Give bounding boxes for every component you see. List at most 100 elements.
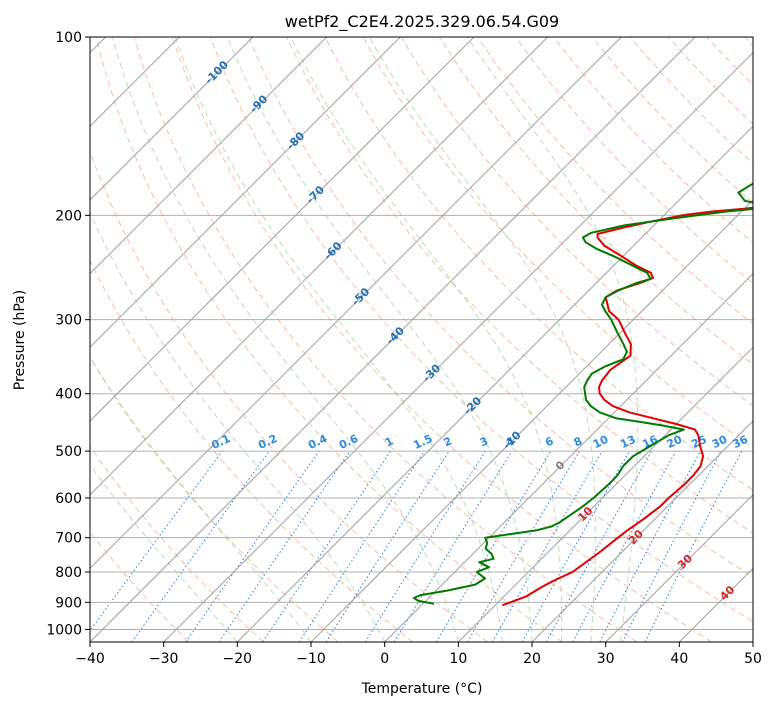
isotherm-line (605, 493, 753, 642)
mixing-ratio-line (298, 450, 425, 642)
isotherm-line (90, 37, 622, 570)
x-tick-label: 50 (744, 651, 762, 667)
isotherm-line (90, 37, 328, 275)
y-tick-label: 300 (55, 313, 82, 329)
moist-adiabat (226, 37, 533, 642)
dry-adiabat (90, 259, 414, 642)
mixing-ratio-label: 0.4 (306, 432, 329, 452)
dry-adiabat (477, 37, 753, 325)
y-tick-label: 1000 (46, 622, 82, 638)
moist-adiabat (290, 37, 563, 642)
mixing-ratio-line (644, 450, 743, 642)
y-tick-label: 700 (55, 531, 82, 547)
mixing-ratio-line (131, 450, 270, 642)
dry-adiabat (706, 37, 753, 86)
dry-adiabat (553, 37, 753, 244)
dry-adiabat (744, 37, 753, 47)
moist-adiabat (174, 37, 503, 642)
mixing-ratio-line (218, 450, 351, 642)
dry-adiabat (90, 356, 339, 642)
dewpoint-line (412, 182, 753, 605)
isotherm-line (310, 199, 753, 642)
dry-adiabat (133, 37, 638, 642)
mixing-ratio-line (467, 450, 580, 642)
isotherm-label: 10 (575, 504, 595, 524)
dry-adiabat (515, 37, 753, 284)
y-tick-label: 200 (55, 208, 82, 224)
mixing-ratio-line (325, 450, 450, 642)
dry-adiabat (668, 37, 753, 125)
isotherm-line (457, 346, 753, 642)
isotherm-line (90, 37, 549, 496)
mixing-ratio-label: 6 (543, 434, 556, 449)
isotherm-line (384, 272, 753, 642)
mixing-ratio-line (185, 450, 320, 642)
mixing-ratio-label: 0.1 (209, 432, 232, 452)
moist-adiabat (466, 37, 639, 642)
plot-frame (89, 36, 754, 643)
x-tick-label: −40 (75, 651, 105, 667)
moist-adiabat (111, 37, 459, 642)
x-axis: −40 −30 −20 −10 0 10 20 30 40 50 (75, 642, 762, 667)
x-axis-label: Temperature (°C) (361, 681, 483, 697)
isotherm-line (90, 37, 401, 349)
isotherm-line (90, 37, 696, 642)
mixing-ratio-line (572, 450, 677, 642)
isotherm-line (752, 641, 753, 642)
y-tick-label: 100 (55, 30, 82, 46)
moist-adiabat (90, 211, 386, 642)
dry-adiabat (95, 37, 563, 642)
mixing-ratio-line (545, 450, 653, 642)
mixing-ratio-line (521, 450, 630, 642)
mixing-ratio-line (364, 450, 486, 642)
moist-adiabat (90, 356, 312, 642)
x-tick-label: −30 (149, 651, 179, 667)
isotherm-line (678, 567, 753, 642)
background-labels: 0.1 0.2 0.4 0.6 1 1.5 2 3 4 6 8 10 13 16 20 25 30 36-100-… (202, 58, 750, 603)
dry-adiabat (629, 37, 753, 165)
isotherm-line (531, 420, 753, 642)
mixing-ratio-line (393, 450, 513, 642)
mixing-ratio-line (262, 450, 392, 642)
x-tick-label: 30 (597, 651, 615, 667)
chart-title: wetPf2_C2E4.2025.329.06.54.G09 (285, 12, 559, 32)
y-axis: 100 200 300 400 500 600 700 800 900 1000 (46, 30, 90, 638)
moist-adiabat (368, 37, 597, 642)
y-tick-label: 800 (55, 565, 82, 581)
y-tick-label: 600 (55, 491, 82, 507)
isotherm-line (236, 125, 753, 642)
x-tick-label: 0 (380, 651, 389, 667)
x-tick-label: 20 (523, 651, 541, 667)
dry-adiabat (90, 445, 264, 642)
dry-adiabat (90, 150, 488, 642)
moist-adiabat (90, 464, 238, 642)
dry-adiabat (400, 37, 753, 407)
x-tick-label: 10 (449, 651, 467, 667)
y-tick-label: 900 (55, 595, 82, 611)
mixing-ratio-label: 20 (665, 433, 685, 451)
dry-adiabat (171, 37, 712, 642)
dry-adiabat (248, 37, 753, 578)
mixing-ratio-label: 10 (591, 433, 611, 451)
mixing-ratio-line (435, 450, 552, 642)
x-tick-label: −20 (223, 651, 253, 667)
isotherm-line (163, 51, 753, 642)
mixing-ratio-line (90, 450, 223, 632)
y-tick-label: 400 (55, 387, 82, 403)
mixing-ratio-label: 13 (618, 433, 637, 451)
x-tick-label: −10 (296, 651, 326, 667)
isotherm-line (90, 37, 475, 422)
mixing-ratio-label: 30 (710, 433, 730, 451)
dry-adiabat (591, 37, 753, 204)
y-tick-label: 500 (55, 444, 82, 460)
mixing-ratio-label: 36 (731, 433, 751, 451)
dry-adiabat (324, 37, 753, 491)
isotherm-line (90, 37, 254, 201)
mixing-ratio-label: 8 (572, 434, 584, 449)
x-tick-label: 40 (670, 651, 688, 667)
y-axis-label: Pressure (hPa) (12, 290, 28, 390)
dry-adiabat (90, 531, 190, 642)
mixing-ratio-line (599, 450, 701, 642)
mixing-ratio-label: 1 (383, 434, 395, 449)
